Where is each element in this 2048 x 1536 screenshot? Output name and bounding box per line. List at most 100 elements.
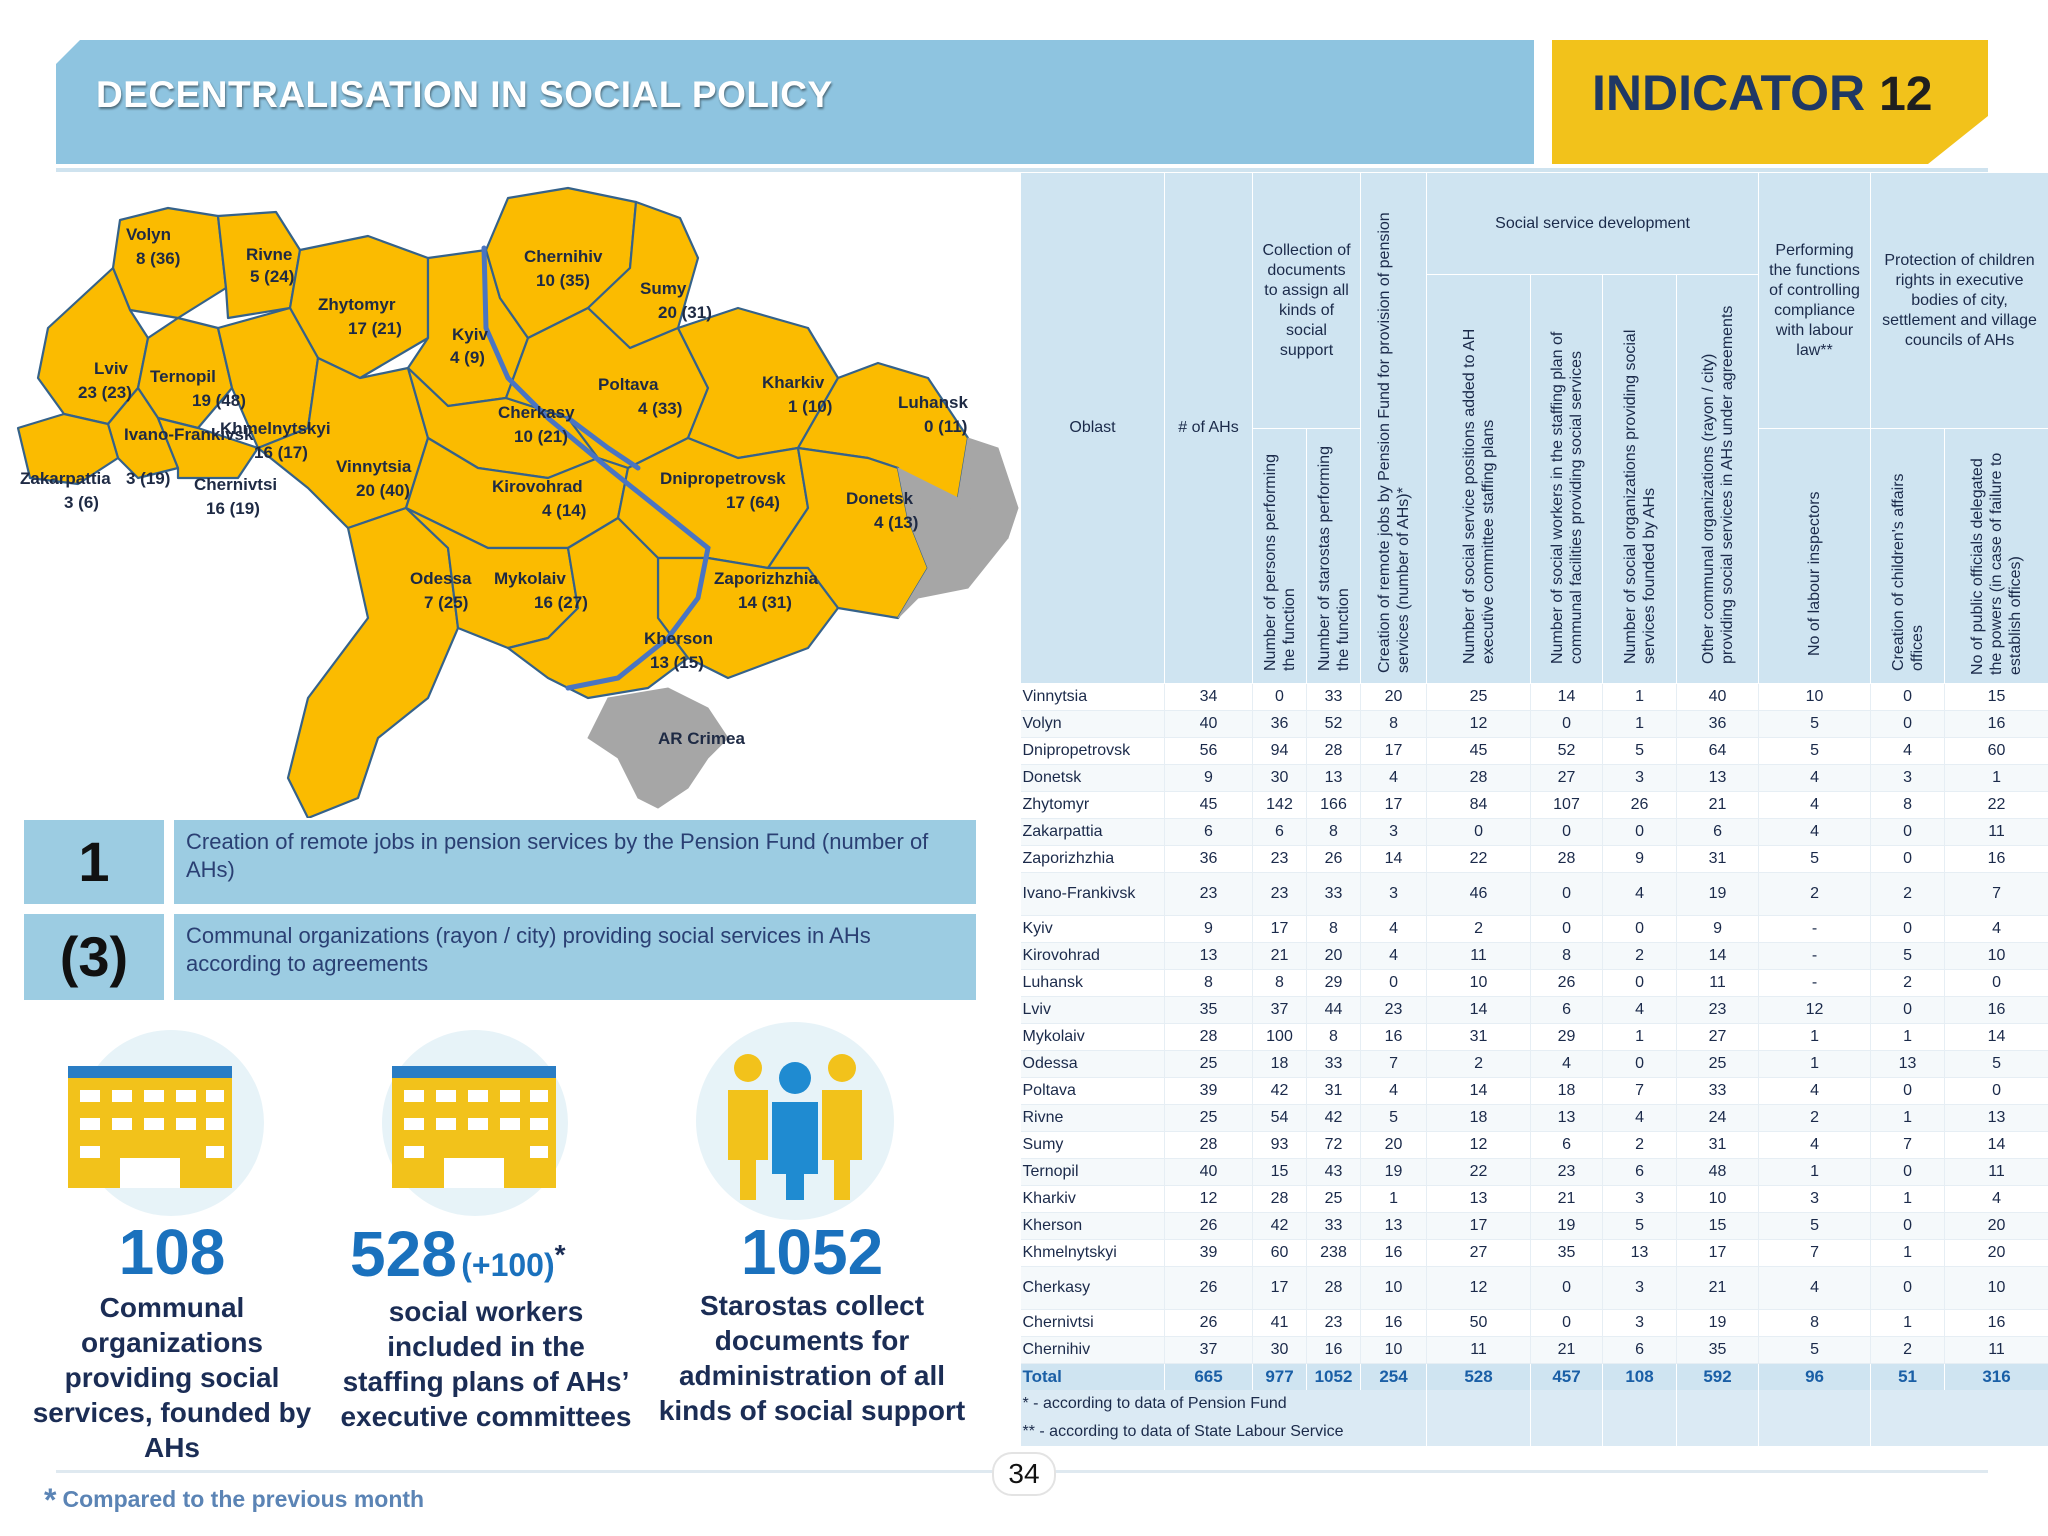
table-row: Odessa 25 18 33 7 2 4 0 25 1 13 5: [1020, 1050, 2048, 1078]
table-cell: 1: [1870, 1023, 1946, 1051]
table-cell: 14: [1426, 996, 1532, 1024]
table-cell: 64: [1676, 737, 1760, 765]
map-label-luhansk-value: 0 (11): [924, 417, 967, 436]
table-cell: 18: [1252, 1050, 1307, 1078]
table-cell: 17: [1426, 1212, 1532, 1240]
map-label-kharkiv-name: Kharkiv: [762, 373, 825, 392]
map-label-kirovohrad-value: 4 (14): [542, 501, 586, 520]
table-cell: 17: [1360, 737, 1428, 765]
table-cell: 3: [1602, 764, 1678, 792]
table-cell: 3: [1758, 1185, 1872, 1213]
table-cell: 1: [1758, 1158, 1872, 1186]
map-label-kirovohrad-name: Kirovohrad: [492, 477, 583, 496]
table-cell: 31: [1426, 1023, 1532, 1051]
table-cell: 28: [1164, 1131, 1253, 1159]
header-officials-cell: No of public officials delegated the pow…: [1944, 428, 2048, 684]
table-cell: 2: [1870, 1336, 1946, 1364]
table-cell: 2: [1426, 1050, 1532, 1078]
table-footnote-1: * - according to data of Pension Fund: [1020, 1390, 1428, 1418]
map-label-poltava-name: Poltava: [598, 375, 659, 394]
header-inspectors: No of labour inspectors: [1806, 491, 1824, 656]
table-cell: 14: [1426, 1077, 1532, 1105]
table-cell: 9: [1676, 915, 1760, 943]
table-row: Luhansk 8 8 29 0 10 26 0 11-2 0: [1020, 969, 2048, 997]
map-label-chernivtsi-value: 16 (19): [206, 499, 260, 518]
table-cell: 24: [1676, 1104, 1760, 1132]
table-cell: 7: [1870, 1131, 1946, 1159]
footnote-text: Compared to the previous month: [62, 1486, 425, 1512]
table-cell: 16: [1306, 1336, 1362, 1364]
table-cell: 0: [1530, 915, 1604, 943]
table-cell: 1: [1758, 1050, 1872, 1078]
table-cell: 107: [1530, 791, 1604, 819]
table-cell: 15: [1944, 683, 2048, 711]
table-cell: 4: [1758, 1131, 1872, 1159]
table-row: Zakarpattia 6 6 8 3 0 0 0 6 4 0 11: [1020, 818, 2048, 846]
page-number: 34: [992, 1452, 1056, 1496]
header-children: Protection of children rights in executi…: [1870, 172, 2048, 429]
table-cell: -: [1758, 969, 1872, 997]
table-cell: 0: [1870, 710, 1946, 738]
total-cell: 254: [1360, 1363, 1428, 1390]
table-cell: 17: [1252, 1266, 1307, 1310]
table-cell: 26: [1164, 1266, 1253, 1310]
total-cell: 316: [1944, 1363, 2048, 1390]
table-cell: 3: [1360, 818, 1428, 846]
table-cell: 1: [1870, 1239, 1946, 1267]
table-row: Kherson 26 42 33 13 17 19 5 15 5 0 20: [1020, 1212, 2048, 1240]
map-label-kharkiv-value: 1 (10): [788, 397, 832, 416]
table-cell: 46: [1426, 872, 1532, 916]
table-cell: 10: [1944, 942, 2048, 970]
table-cell: 4: [1360, 1077, 1428, 1105]
header-remote-jobs-cell: Creation of remote jobs by Pension Fund …: [1360, 172, 1428, 684]
table-cell: 31: [1676, 1131, 1760, 1159]
header-ahs: # of AHs: [1164, 172, 1253, 684]
map-label-kyiv-value: 4 (9): [450, 348, 485, 367]
table-row: Ivano-Frankivsk 23 23 33 3 46 0 4 19 2 2 7: [1020, 872, 2048, 916]
table-cell: 52: [1306, 710, 1362, 738]
table-cell: 21: [1530, 1185, 1604, 1213]
table-cell: 36: [1676, 710, 1760, 738]
table-cell: 50: [1426, 1309, 1532, 1337]
table-cell: 4: [1758, 791, 1872, 819]
table-row: Zaporizhzhia 36 23 26 14 22 28 9 31 5 0 16: [1020, 845, 2048, 873]
map-label-lviv-name: Lviv: [94, 359, 129, 378]
stat-1-value: 108: [118, 1216, 226, 1288]
header-banner: [56, 40, 1534, 164]
table-cell: 9: [1164, 915, 1253, 943]
table-cell: 13: [1602, 1239, 1678, 1267]
table-cell: 16: [1360, 1023, 1428, 1051]
table-cell: 6: [1530, 996, 1604, 1024]
map-label-dnipropetrovsk-value: 17 (64): [726, 493, 780, 512]
table-cell: 5: [1758, 1212, 1872, 1240]
map-label-poltava-value: 4 (33): [638, 399, 682, 418]
map-label-khmelnytskyi-name: Khmelnytskyi: [220, 419, 331, 438]
header-workers-cell: Number of social workers in the staffing…: [1530, 274, 1604, 684]
river-dnipro: [481, 245, 711, 691]
table-cell: 45: [1426, 737, 1532, 765]
map-label-kyiv-name: Kyiv: [452, 325, 488, 344]
map-label-rivne-value: 5 (24): [250, 267, 294, 286]
table-cell: 11: [1676, 969, 1760, 997]
table-cell: 17: [1360, 791, 1428, 819]
table-cell: 2: [1602, 1131, 1678, 1159]
map-label-zaporizhzhia-value: 14 (31): [738, 593, 792, 612]
map-regions: [16, 186, 1019, 818]
table-cell: 20: [1306, 942, 1362, 970]
table-cell: 0: [1602, 818, 1678, 846]
region-odessa: [286, 506, 460, 818]
stat-2-caption: social workers included in the staffing …: [340, 1296, 632, 1432]
table-cell: 14: [1944, 1131, 2048, 1159]
river-kremenchuk: [565, 415, 641, 471]
table-cell: 0: [1530, 872, 1604, 916]
page-title: DECENTRALISATION IN SOCIAL POLICY: [96, 74, 833, 115]
table-row: Donetsk 9 30 13 4 28 27 3 13 4 3 1: [1020, 764, 2048, 792]
table-cell: 29: [1306, 969, 1362, 997]
table-cell: 6: [1252, 818, 1307, 846]
table-cell: 13: [1530, 1104, 1604, 1132]
oblast-name: Luhansk: [1020, 969, 1165, 997]
table-cell: 31: [1306, 1077, 1362, 1105]
table-cell: 1: [1870, 1185, 1946, 1213]
map-label-ternopil-name: Ternopil: [150, 367, 216, 386]
oblast-name: Kherson: [1020, 1212, 1165, 1240]
